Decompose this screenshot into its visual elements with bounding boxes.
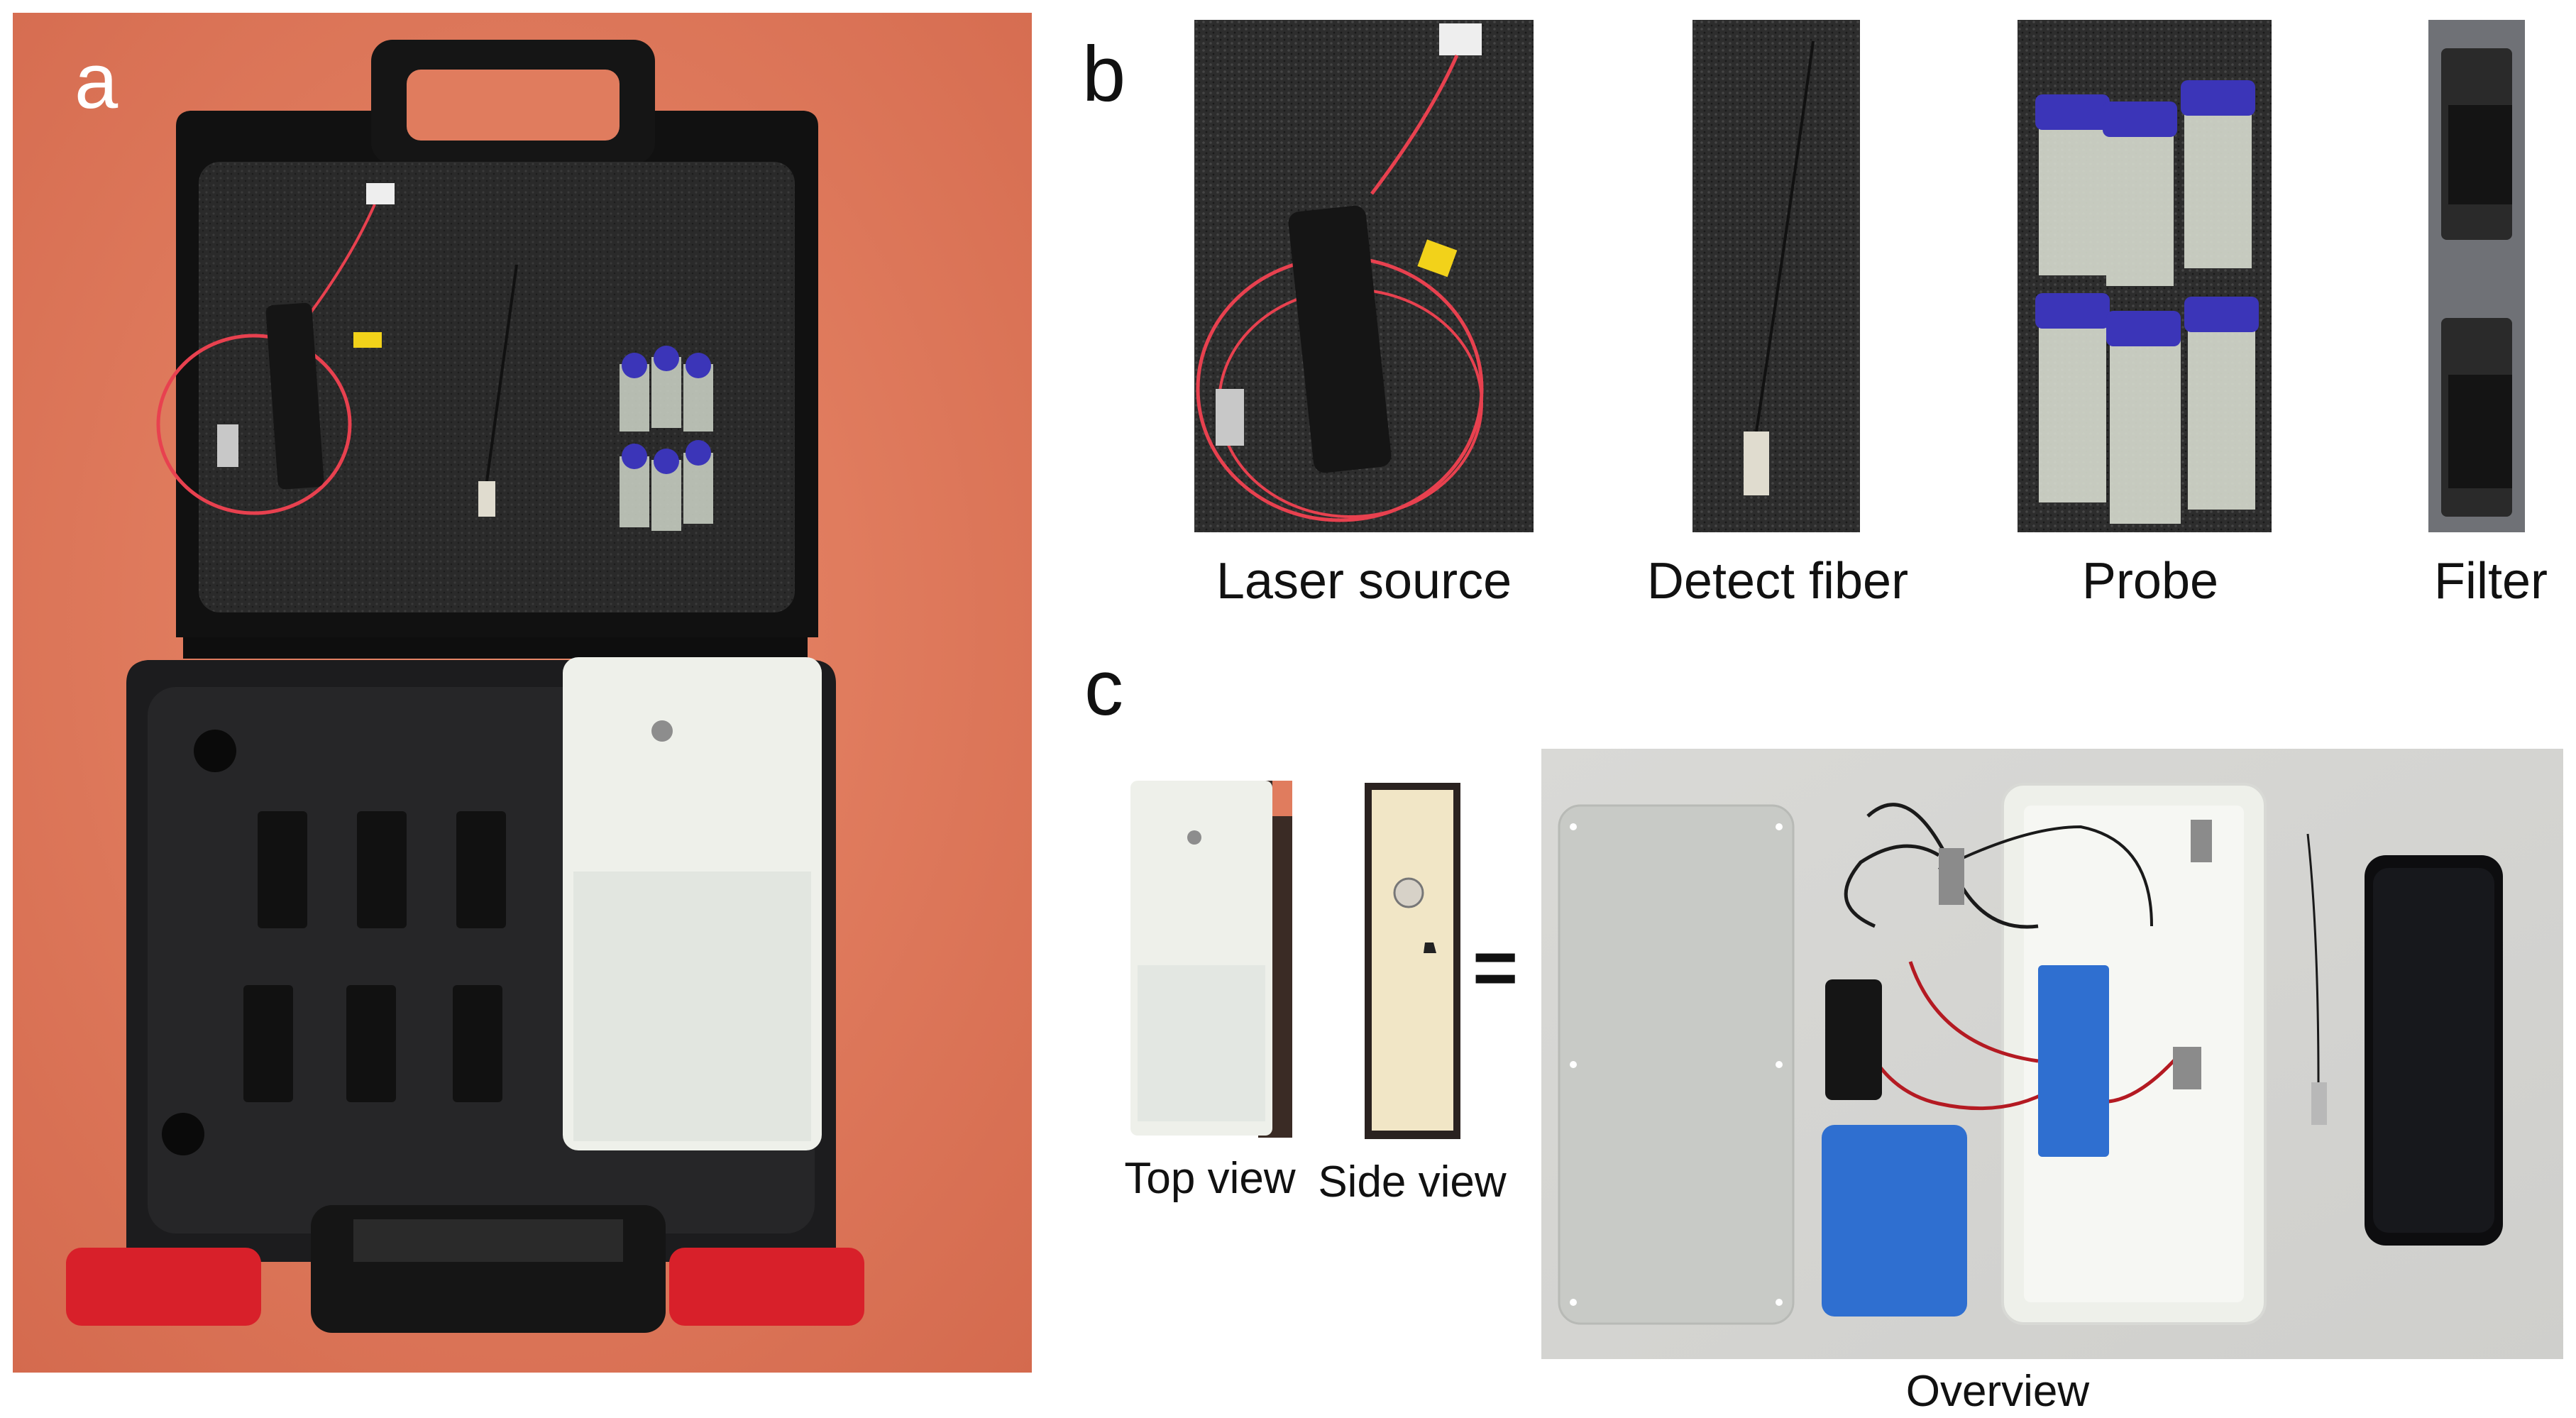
panel-c-letter: c xyxy=(1084,644,1123,732)
equals-sign: = xyxy=(1473,924,1519,1011)
panel-b-letter: b xyxy=(1082,31,1126,118)
top-view-photo xyxy=(1130,781,1292,1138)
label-overview: Overview xyxy=(1905,1367,2090,1416)
filter-photo xyxy=(2428,20,2525,532)
label-laser-source: Laser source xyxy=(1216,553,1512,610)
panel-a-letter: a xyxy=(75,38,119,125)
label-detect-fiber: Detect fiber xyxy=(1646,553,1909,610)
label-filter: Filter xyxy=(2434,553,2548,610)
laser-source-photo xyxy=(1194,20,1534,532)
overview-photo xyxy=(1541,749,2563,1359)
side-view-photo xyxy=(1365,783,1460,1139)
panel-a-photo xyxy=(13,13,1032,1373)
label-top-view: Top view xyxy=(1124,1154,1296,1203)
probe-photo xyxy=(2018,20,2272,532)
label-probe: Probe xyxy=(2081,553,2219,610)
detect-fiber-photo xyxy=(1692,20,1860,532)
label-side-view: Side view xyxy=(1318,1158,1507,1207)
